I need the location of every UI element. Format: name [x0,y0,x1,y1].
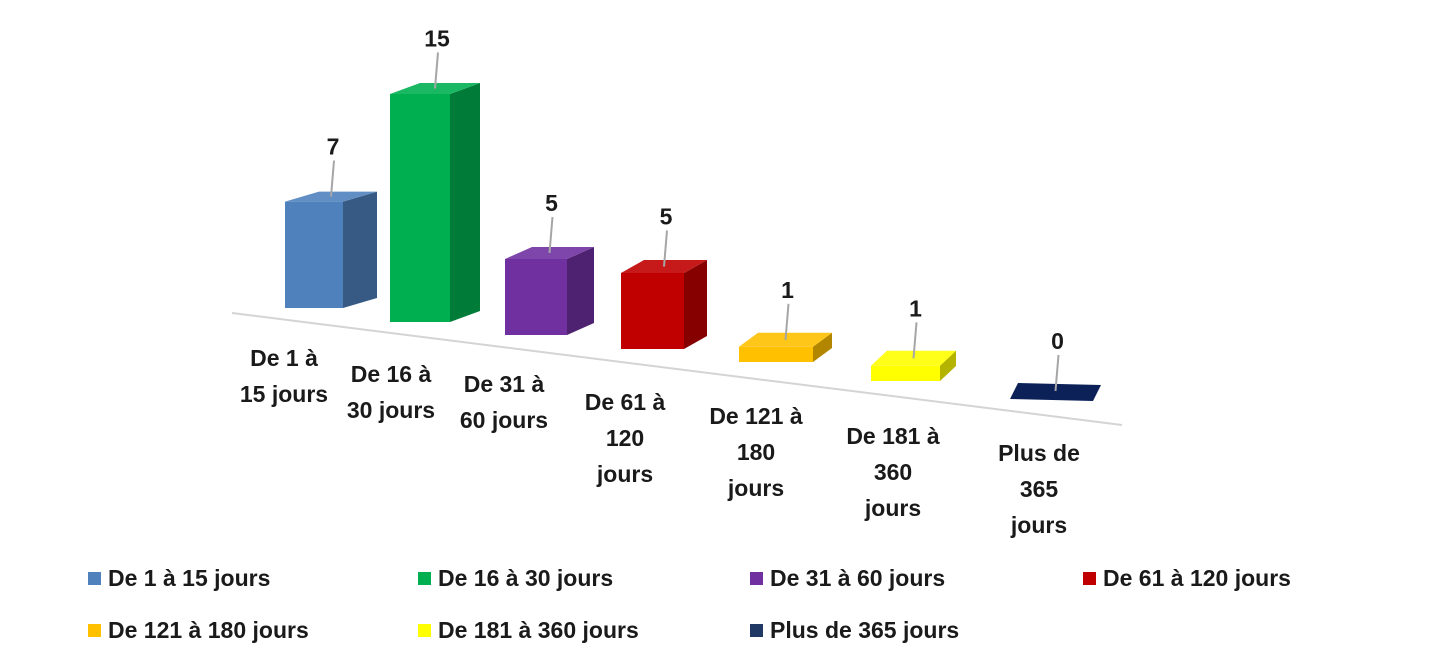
bars-group [285,83,1101,401]
category-label: Plus de 365 jours [998,440,1080,538]
bar-side [567,247,594,335]
data-label: 5 [545,190,558,216]
bar-front [739,346,813,362]
bar-front [621,273,684,349]
category-label: De 61 à 120 jours [585,389,666,487]
bar [505,247,594,335]
floor-line [231,312,1123,426]
bar-side [684,260,707,349]
leader-line [330,160,335,197]
data-label: 1 [781,277,794,303]
leader-line [912,322,918,359]
bar-side [813,332,832,362]
category-labels-group: De 1 à 15 jours De 16 à 30 jours De 31 à 60 j… [240,345,1080,538]
bar [621,260,707,349]
bar [1010,383,1101,401]
category-label: De 181 à 360 jours [846,423,940,521]
bar [871,350,956,381]
bar-front [390,94,450,322]
bar-side [940,350,956,381]
bar-front [871,365,940,381]
bar-side [450,83,480,322]
bar-side [343,191,377,308]
category-label: De 121 à 180 jours [709,403,803,501]
leader-line [663,230,668,267]
value-labels-group: 7 15 5 5 1 1 0 [327,26,1064,355]
leader-line [548,216,554,254]
category-label: De 31 à 60 jours [460,371,548,433]
data-label: 1 [909,295,922,321]
data-label: 7 [327,134,340,160]
data-label: 15 [424,26,450,52]
leader-line [784,303,790,340]
leader-lines-group [330,52,1060,392]
data-label: 5 [660,204,673,230]
bar-front [285,201,343,308]
bar [390,83,480,322]
category-label: De 1 à 15 jours [240,345,328,407]
bar-top [1010,383,1101,401]
bar-front [505,259,567,335]
bar [285,191,377,308]
leader-line [434,52,439,89]
leader-line [1054,354,1060,392]
data-label: 0 [1051,328,1064,354]
category-label: De 16 à 30 jours [347,361,435,423]
